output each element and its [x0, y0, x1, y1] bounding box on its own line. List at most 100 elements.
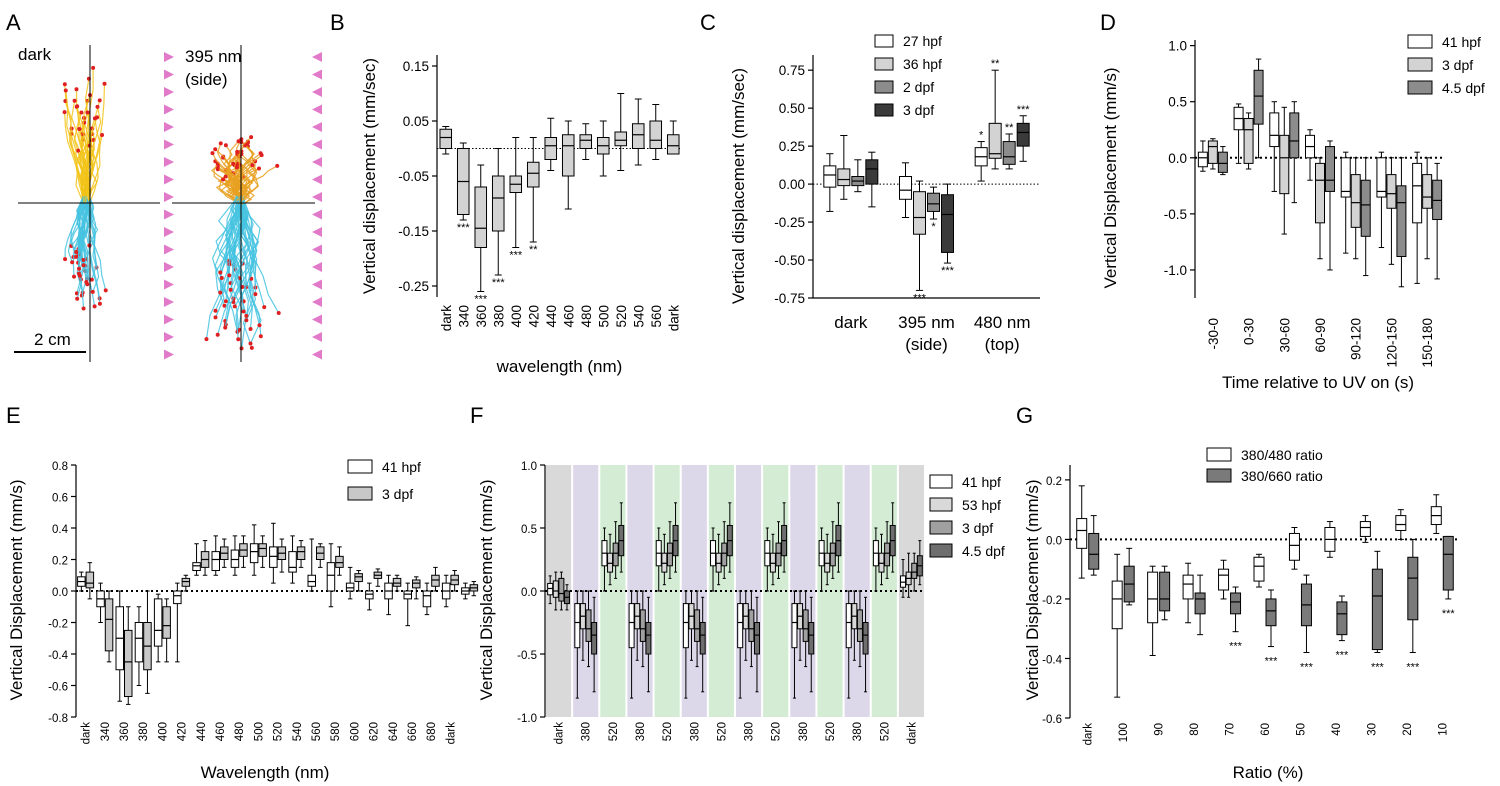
legend-label: 3 dpf — [1442, 57, 1473, 73]
y-axis-title: Vertical Displacement (mm/s) — [477, 479, 496, 700]
box-380-41hpf — [845, 603, 852, 649]
y-tick-label: -0.75 — [774, 291, 805, 306]
x-axis-title: Ratio (%) — [1233, 763, 1304, 782]
box-520-3dpf — [612, 542, 619, 567]
y-tick-label: 0.50 — [779, 101, 805, 116]
y-tick-label: 0.75 — [779, 63, 805, 78]
x-axis-title: wavelength (nm) — [496, 357, 623, 376]
x-tick-label: 70 — [1225, 723, 1237, 736]
trajectory-endpoint — [74, 87, 79, 92]
x-tick-label: 60-90 — [1313, 318, 1328, 353]
trajectory-endpoint — [79, 110, 84, 115]
x-tick-label: 520 — [608, 722, 620, 741]
x-tick-label: dark — [554, 722, 566, 745]
trajectory-endpoint — [63, 257, 68, 262]
trajectory-endpoint — [74, 254, 79, 259]
light-arrow-icon — [164, 227, 174, 237]
x-tick-label: 540 — [292, 722, 304, 741]
trajectory-endpoint — [218, 270, 223, 275]
box-380-41hpf — [628, 603, 635, 649]
trajectory-endpoint — [222, 303, 227, 308]
y-tick-label: -0.8 — [48, 713, 68, 725]
trajectory-endpoint — [102, 81, 107, 86]
trajectory-endpoint — [232, 304, 237, 309]
x-tick-label: 500 — [253, 722, 265, 741]
x-tick-label: 440 — [196, 722, 208, 741]
box-600-41hpf — [345, 582, 355, 592]
trajectory-endpoint — [75, 104, 80, 109]
box-360-3dpf — [124, 629, 133, 698]
panel-d: D 1.0 0.5 0.0 -0.5 -1.0 Vertical Displacement … — [1100, 10, 1485, 392]
trajectory-endpoint — [258, 334, 263, 339]
significance-marker: *** — [1017, 104, 1031, 116]
trajectory-endpoint — [97, 98, 102, 103]
trajectory — [239, 177, 255, 206]
light-arrow-icon — [164, 69, 174, 80]
x-tick-label: 520 — [771, 722, 783, 741]
light-arrow-icon — [312, 227, 322, 237]
box-60-90-4.5dpf — [1325, 146, 1335, 192]
light-arrow-icon — [312, 192, 322, 202]
x-tick-label: 580 — [330, 722, 342, 741]
box-380-4.5dpf — [591, 622, 598, 655]
trajectory — [225, 199, 247, 307]
box-380-41hpf — [134, 622, 144, 663]
box-480nm-3dpf — [1016, 122, 1030, 147]
box-dark-36hpf — [837, 168, 851, 187]
x-tick-label: 50 — [1295, 723, 1307, 736]
light-arrow-icon — [312, 209, 322, 220]
box-10-380-660ratio — [1442, 535, 1454, 591]
legend-label: 36 hpf — [903, 56, 942, 72]
significance-marker: *** — [509, 250, 523, 262]
light-arrow-icon — [164, 244, 174, 255]
x-tick-label: 640 — [388, 722, 400, 741]
light-arrow-icon — [312, 279, 322, 290]
box-380-4.5dpf — [862, 622, 869, 655]
trajectory-endpoint — [97, 301, 102, 306]
x-tick-label: 460 — [215, 722, 227, 741]
y-tick-label: -0.4 — [1042, 654, 1062, 666]
box-460 — [561, 134, 575, 177]
trajectory-endpoint — [100, 133, 105, 138]
light-arrow-icon — [164, 349, 174, 360]
x-tick-label: 420 — [177, 722, 189, 741]
box-20-380-660ratio — [1407, 556, 1419, 621]
x-tick-label: 520 — [825, 722, 837, 741]
box--30-0-41hpf — [1197, 151, 1208, 168]
light-arrow-icon — [164, 122, 174, 132]
light-arrow-icon — [164, 262, 174, 272]
trajectory-endpoint — [84, 279, 89, 284]
trajectory-endpoint — [223, 143, 228, 148]
panel-g: G 0.2 0.0 -0.2 -0.4 -0.6 Vertical Displacement… — [1016, 403, 1460, 782]
box-500-41hpf — [249, 543, 259, 564]
x-tick-label: 400 — [157, 722, 169, 741]
trajectory-endpoint — [76, 148, 81, 153]
box-680-3dpf — [431, 574, 440, 587]
box-460-41hpf — [211, 551, 220, 572]
box-70-380-660ratio — [1230, 592, 1242, 615]
box-560 — [649, 120, 663, 149]
box-380-41hpf — [574, 603, 581, 649]
panel-label: G — [1016, 403, 1033, 428]
trajectory-endpoint — [92, 116, 97, 121]
trajectory-endpoint — [244, 318, 249, 323]
box-80-380-480ratio — [1182, 574, 1194, 600]
box-480nm-2dpf — [1002, 141, 1016, 165]
significance-marker: *** — [1229, 641, 1243, 653]
x-tick-label: 400 — [509, 305, 524, 328]
panel-e: E 0.8 0.6 0.4 0.2 0.0 -0.2 -0.4 -0.6 -0.8 Vertical… — [6, 403, 479, 782]
trajectory-endpoint — [92, 304, 97, 309]
panel-label: E — [6, 403, 21, 428]
box-60-90-3dpf — [1315, 162, 1325, 224]
box-380-3dpf — [585, 609, 592, 642]
light-arrow-icon — [312, 262, 322, 272]
trajectory-endpoint — [95, 104, 100, 109]
box-660-41hpf — [403, 590, 412, 600]
trajectory — [64, 112, 83, 201]
y-tick-label: 0.6 — [52, 493, 68, 505]
trajectory-endpoint — [62, 82, 67, 87]
trajectory-endpoint — [231, 161, 236, 166]
box-dark — [666, 134, 680, 155]
box-660-3dpf — [412, 579, 421, 589]
box-420-41hpf — [173, 590, 182, 605]
